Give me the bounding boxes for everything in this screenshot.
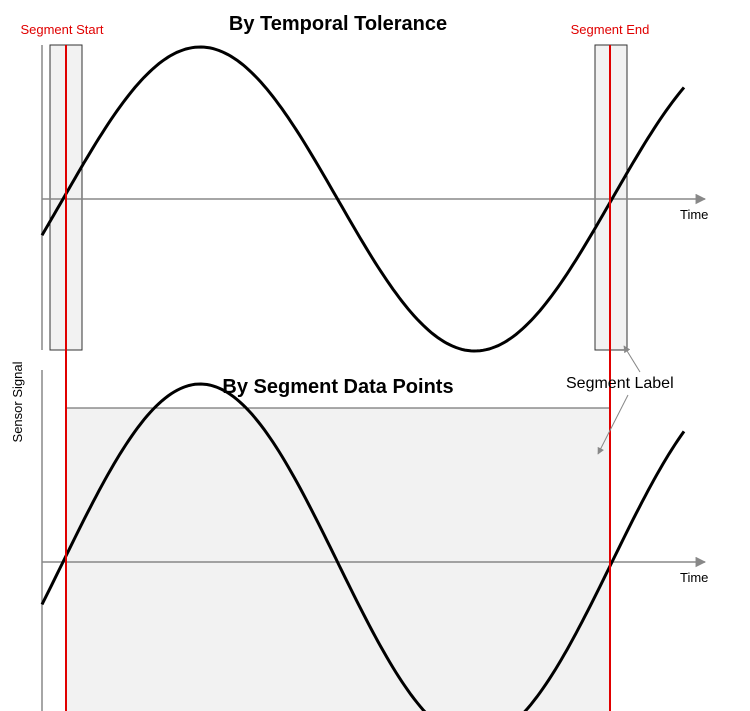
panel-title: By Segment Data Points	[222, 376, 453, 398]
signal-curve	[40, 45, 686, 353]
marker-label: Segment End	[571, 22, 650, 37]
annotation-arrow	[623, 345, 641, 373]
annotation-arrow	[597, 394, 629, 455]
x-axis-label: Time	[680, 207, 708, 222]
marker-label: Segment Start	[20, 22, 103, 37]
annotation-label: Segment Label	[566, 375, 674, 392]
segment-area	[66, 408, 610, 711]
x-axis-label: Time	[680, 570, 708, 585]
signal-curve	[40, 382, 686, 711]
panel-title: By Temporal Tolerance	[229, 13, 447, 35]
y-axis-label: Sensor Signal	[10, 361, 25, 442]
